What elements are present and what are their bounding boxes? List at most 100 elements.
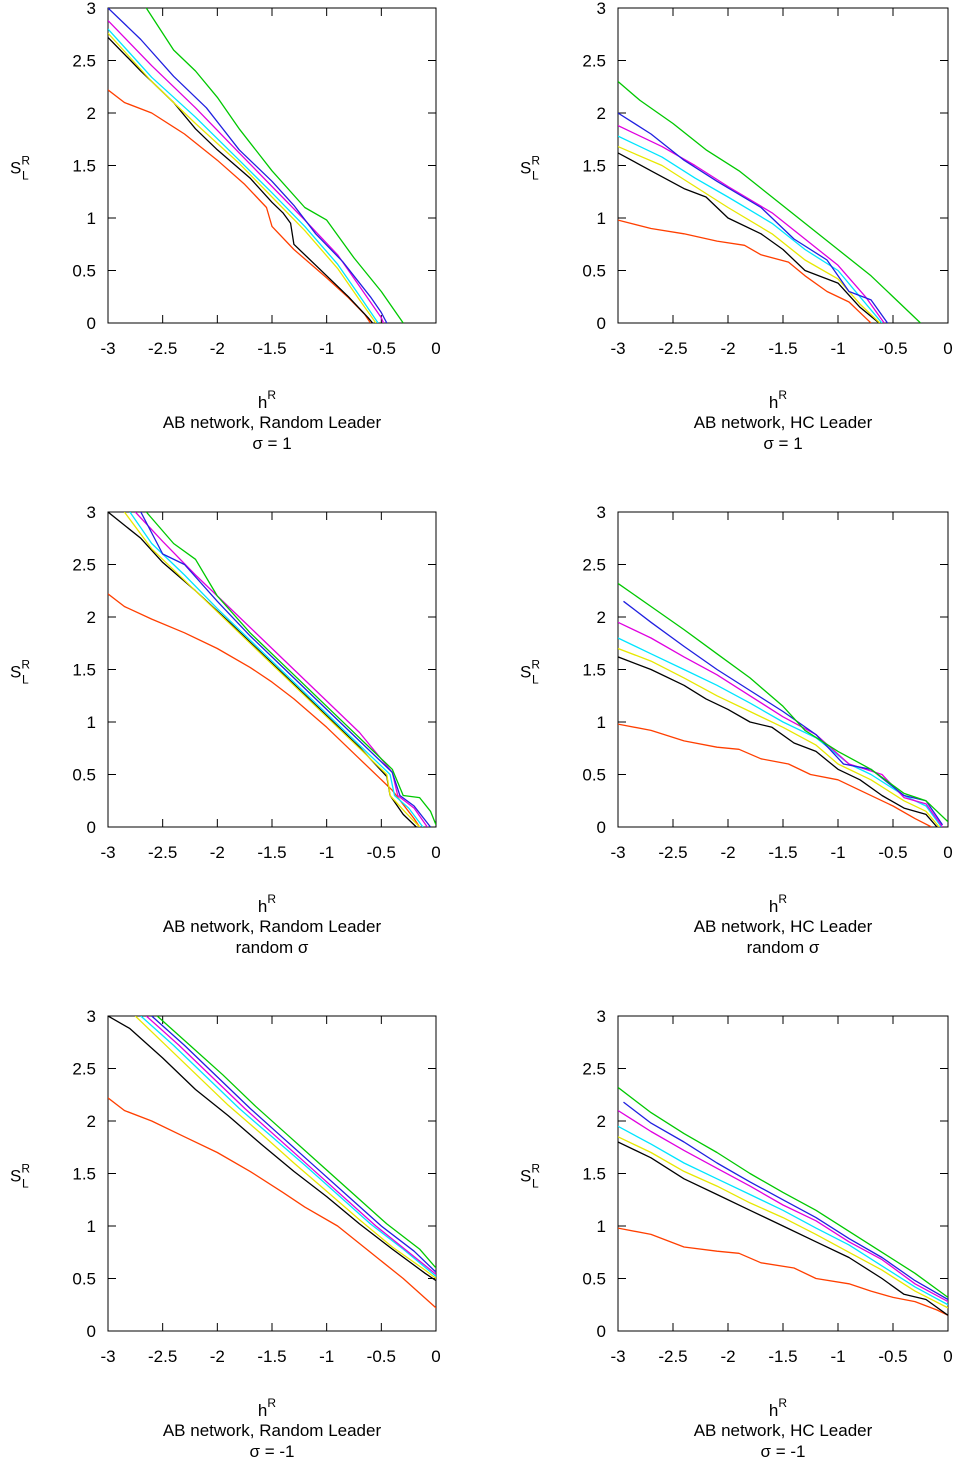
x-tick-label: -2 — [210, 843, 225, 862]
y-tick-label: 3 — [87, 0, 96, 18]
x-axis-label: hR — [258, 892, 276, 916]
series-line-magenta — [145, 1016, 436, 1275]
x-tick-label: 0 — [431, 339, 440, 358]
x-tick-label: -1 — [319, 843, 334, 862]
chart-caption-line: σ = -1 — [250, 1442, 295, 1461]
series-line-yellow — [134, 1016, 436, 1280]
y-tick-label: 2.5 — [72, 1060, 96, 1079]
y-tick-label: 3 — [597, 1007, 606, 1026]
series-line-magenta — [618, 621, 944, 827]
series-line-cyan — [618, 135, 883, 323]
y-tick-label: 1.5 — [582, 661, 606, 680]
series-group — [108, 1016, 436, 1309]
chart-panel-5: -3 -2.5 -2 -1.5 -1 -0.5 0 0 0.5 1 1.5 2 2.5 3 SR L hRAB … — [10, 1007, 441, 1461]
series-line-cyan — [618, 1125, 948, 1306]
x-tick-label: -3 — [100, 339, 115, 358]
series-group — [618, 582, 948, 827]
y-tick-label: 3 — [87, 503, 96, 522]
series-line-red — [108, 1097, 436, 1309]
x-tick-label: 0 — [431, 843, 440, 862]
x-tick-label: -2.5 — [658, 1347, 687, 1366]
y-tick-label: 1 — [597, 209, 606, 228]
x-tick-label: -1.5 — [257, 1347, 286, 1366]
x-tick-label: -2.5 — [658, 339, 687, 358]
chart-panel-3: -3 -2.5 -2 -1.5 -1 -0.5 0 0 0.5 1 1.5 2 2.5 3 SR L hRAB … — [10, 503, 441, 957]
series-line-red — [618, 1227, 948, 1316]
y-tick-label: 3 — [87, 1007, 96, 1026]
y-tick-label: 2 — [597, 608, 606, 627]
y-tick-label: 2.5 — [582, 1060, 606, 1079]
x-tick-label: -3 — [100, 1347, 115, 1366]
y-tick-label: 0.5 — [582, 766, 606, 785]
x-axis-label: hR — [769, 388, 787, 412]
series-line-yellow — [123, 512, 421, 827]
series-line-green — [145, 512, 436, 826]
chart-caption-line: σ = 1 — [763, 434, 802, 453]
series-line-blue — [140, 512, 432, 827]
y-tick-label: 1 — [597, 713, 606, 732]
y-tick-label: 2 — [597, 104, 606, 123]
y-tick-label: 1 — [597, 1217, 606, 1236]
x-tick-label: 0 — [943, 1347, 952, 1366]
x-tick-label: -0.5 — [367, 843, 396, 862]
x-tick-label: -2 — [210, 339, 225, 358]
y-axis-label: SR L — [10, 154, 30, 183]
y-tick-label: 0.5 — [582, 1270, 606, 1289]
y-tick-label: 0 — [87, 314, 96, 333]
chart-caption-line: σ = -1 — [761, 1442, 806, 1461]
plot-frame — [107, 7, 437, 324]
chart-caption-line: AB network, Random Leader — [163, 1421, 382, 1440]
chart-caption-line: random σ — [747, 938, 820, 957]
y-tick-label: 2.5 — [72, 52, 96, 71]
series-line-magenta — [134, 512, 428, 827]
series-line-blue — [108, 8, 388, 323]
y-tick-label: 0.5 — [582, 262, 606, 281]
series-line-green — [156, 1016, 436, 1269]
y-tick-label: 0 — [87, 1322, 96, 1341]
x-tick-label: -3 — [610, 843, 625, 862]
x-tick-label: -0.5 — [878, 1347, 907, 1366]
x-tick-label: -3 — [610, 1347, 625, 1366]
y-tick-label: 1.5 — [582, 157, 606, 176]
plot-frame — [617, 1015, 949, 1332]
x-tick-label: -3 — [100, 843, 115, 862]
series-line-black — [618, 1141, 948, 1316]
series-line-red — [108, 593, 421, 827]
y-axis-label: SR L — [520, 658, 540, 687]
x-tick-label: 0 — [431, 1347, 440, 1366]
chart-panel-1: -3 -2.5 -2 -1.5 -1 -0.5 0 0 0.5 1 1.5 2 2.5 3 SR L hRAB … — [10, 0, 441, 453]
y-tick-label: 2 — [597, 1112, 606, 1131]
y-tick-label: 0 — [597, 1322, 606, 1341]
x-axis-label: hR — [769, 1396, 787, 1420]
series-line-green — [618, 582, 948, 823]
x-axis-label: hR — [769, 892, 787, 916]
series-line-black — [618, 656, 938, 827]
chart-panel-6: -3 -2.5 -2 -1.5 -1 -0.5 0 0 0.5 1 1.5 2 2.5 3 SR L hRAB … — [520, 1007, 953, 1461]
y-axis-label: SR L — [520, 154, 540, 183]
y-tick-label: 1 — [87, 1217, 96, 1236]
y-tick-label: 3 — [597, 503, 606, 522]
series-line-cyan — [108, 28, 379, 323]
series-line-black — [108, 1016, 436, 1282]
x-tick-label: -1 — [319, 1347, 334, 1366]
chart-caption-line: AB network, Random Leader — [163, 917, 382, 936]
x-tick-label: -1 — [319, 339, 334, 358]
x-tick-label: 0 — [943, 843, 952, 862]
series-line-yellow — [108, 32, 377, 323]
chart-panel-4: -3 -2.5 -2 -1.5 -1 -0.5 0 0 0.5 1 1.5 2 2.5 3 SR L hRAB … — [520, 503, 953, 957]
y-tick-label: 1.5 — [72, 157, 96, 176]
x-tick-label: 0 — [943, 339, 952, 358]
y-tick-label: 0.5 — [72, 766, 96, 785]
x-tick-label: -2.5 — [658, 843, 687, 862]
y-tick-label: 1.5 — [582, 1165, 606, 1184]
x-tick-label: -2 — [720, 1347, 735, 1366]
series-line-yellow — [618, 1136, 948, 1309]
chart-panel-2: -3 -2.5 -2 -1.5 -1 -0.5 0 0 0.5 1 1.5 2 2.5 3 SR L hRAB … — [520, 0, 953, 453]
x-tick-label: -0.5 — [878, 843, 907, 862]
x-tick-label: -2.5 — [148, 339, 177, 358]
x-tick-label: -1 — [830, 843, 845, 862]
y-tick-label: 1.5 — [72, 661, 96, 680]
series-line-blue — [623, 1101, 948, 1301]
plot-frame — [617, 7, 949, 324]
